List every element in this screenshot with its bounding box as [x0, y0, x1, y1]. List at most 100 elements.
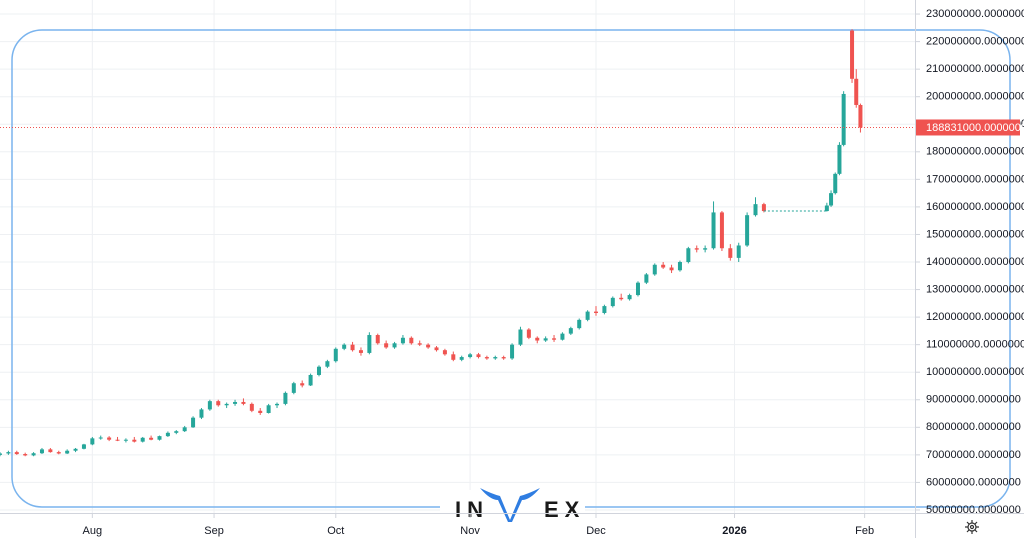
y-tick-label: 150000000.0000000: [926, 228, 1024, 240]
candle-body: [39, 449, 44, 454]
x-tick-label: Aug: [83, 525, 103, 537]
candle-body: [669, 267, 674, 271]
x-tick-label: Feb: [855, 525, 874, 537]
candle-body: [434, 347, 439, 351]
y-tick-label: 120000000.0000000: [926, 311, 1024, 323]
y-tick-label: 110000000.0000000: [926, 339, 1024, 351]
watermark-left: IN: [455, 497, 489, 522]
candle-body: [275, 403, 280, 406]
candle-body: [81, 444, 86, 449]
candle-body: [619, 297, 624, 300]
watermark-logo: [480, 488, 540, 522]
candle-body: [65, 450, 70, 454]
candle-body: [258, 410, 263, 413]
candle-body: [149, 437, 154, 440]
candle-body: [182, 427, 187, 432]
candle-body: [493, 357, 498, 359]
candle-body: [0, 453, 2, 455]
y-tick-label: 50000000.0000000: [926, 504, 1021, 516]
candle-body: [694, 248, 699, 250]
candle-body: [174, 431, 179, 433]
candle-body: [736, 245, 741, 258]
candle-body: [342, 344, 347, 349]
y-tick-label: 140000000.0000000: [926, 256, 1024, 268]
x-tick-label: Dec: [586, 525, 606, 537]
candle-body: [484, 357, 489, 359]
candle-body: [249, 403, 254, 411]
candle-body: [543, 338, 548, 341]
candle-body: [627, 295, 632, 300]
y-tick-label: 210000000.0000000: [926, 63, 1024, 75]
candle-body: [308, 374, 313, 386]
candle-body: [552, 338, 557, 340]
candle-body: [518, 329, 523, 345]
candle-body: [23, 454, 28, 456]
candle-body: [610, 297, 615, 307]
candle-body: [400, 337, 405, 344]
candle-body: [728, 248, 733, 258]
candle-body: [686, 248, 691, 263]
y-tick-label: 230000000.0000000: [926, 8, 1024, 20]
settings-icon[interactable]: [965, 520, 979, 534]
y-tick-label: 170000000.0000000: [926, 173, 1024, 185]
candle-body: [157, 436, 162, 440]
candle-body: [824, 205, 829, 212]
candle-body: [719, 212, 724, 249]
candle-body: [283, 392, 288, 404]
candle-body: [6, 452, 11, 454]
y-tick-label: 60000000.0000000: [926, 476, 1021, 488]
candle-body: [841, 93, 846, 145]
y-tick-label: 130000000.0000000: [926, 283, 1024, 295]
candle-body: [858, 104, 863, 128]
candle-body: [510, 344, 515, 359]
candle-body: [829, 193, 834, 206]
watermark-frame: [11, 29, 1011, 508]
y-tick-label: 180000000.0000000: [926, 146, 1024, 158]
candle-body: [367, 335, 372, 353]
candle-body: [703, 248, 708, 250]
candle-body: [451, 354, 456, 360]
y-tick-label: 80000000.0000000: [926, 421, 1021, 433]
candle-body: [677, 262, 682, 271]
candle-body: [48, 449, 53, 453]
y-tick-label: 90000000.0000000: [926, 394, 1021, 406]
candle-body: [241, 401, 246, 404]
candle-body: [602, 306, 607, 313]
y-tick-label: 100000000.0000000: [926, 366, 1024, 378]
candle-body: [837, 144, 842, 174]
candle-body: [745, 215, 750, 246]
candle-body: [333, 348, 338, 362]
candle-body: [233, 401, 238, 404]
candle-body: [833, 173, 838, 194]
last-price-label: 188831000.0000000: [926, 122, 1024, 134]
candle-body: [123, 439, 128, 441]
candle-body: [577, 319, 582, 329]
last-price-box: [916, 119, 1020, 136]
candle-body: [73, 448, 78, 451]
candle-body: [90, 438, 95, 445]
candle-body: [140, 437, 145, 442]
candle-body: [392, 343, 397, 348]
candle-body: [417, 343, 422, 345]
candle-body: [442, 350, 447, 355]
candle-body: [661, 264, 666, 268]
candle-body: [526, 329, 531, 338]
candle-body: [98, 437, 103, 439]
candle-body: [165, 432, 170, 437]
grid: [0, 0, 915, 513]
y-tick-label: 70000000.0000000: [926, 449, 1021, 461]
x-tick-label: Nov: [460, 525, 480, 537]
candle-body: [568, 328, 573, 334]
watermark-right: EX: [544, 497, 585, 522]
candle-body: [191, 417, 196, 428]
x-tick-label: Oct: [327, 525, 344, 537]
candle-body: [644, 274, 649, 283]
candle-body: [132, 439, 137, 442]
candle-body: [384, 343, 389, 348]
candle-body: [291, 383, 296, 393]
candle-body: [501, 357, 506, 359]
candle-body: [316, 366, 321, 375]
candle-body: [459, 357, 464, 360]
candle-body: [14, 452, 19, 455]
